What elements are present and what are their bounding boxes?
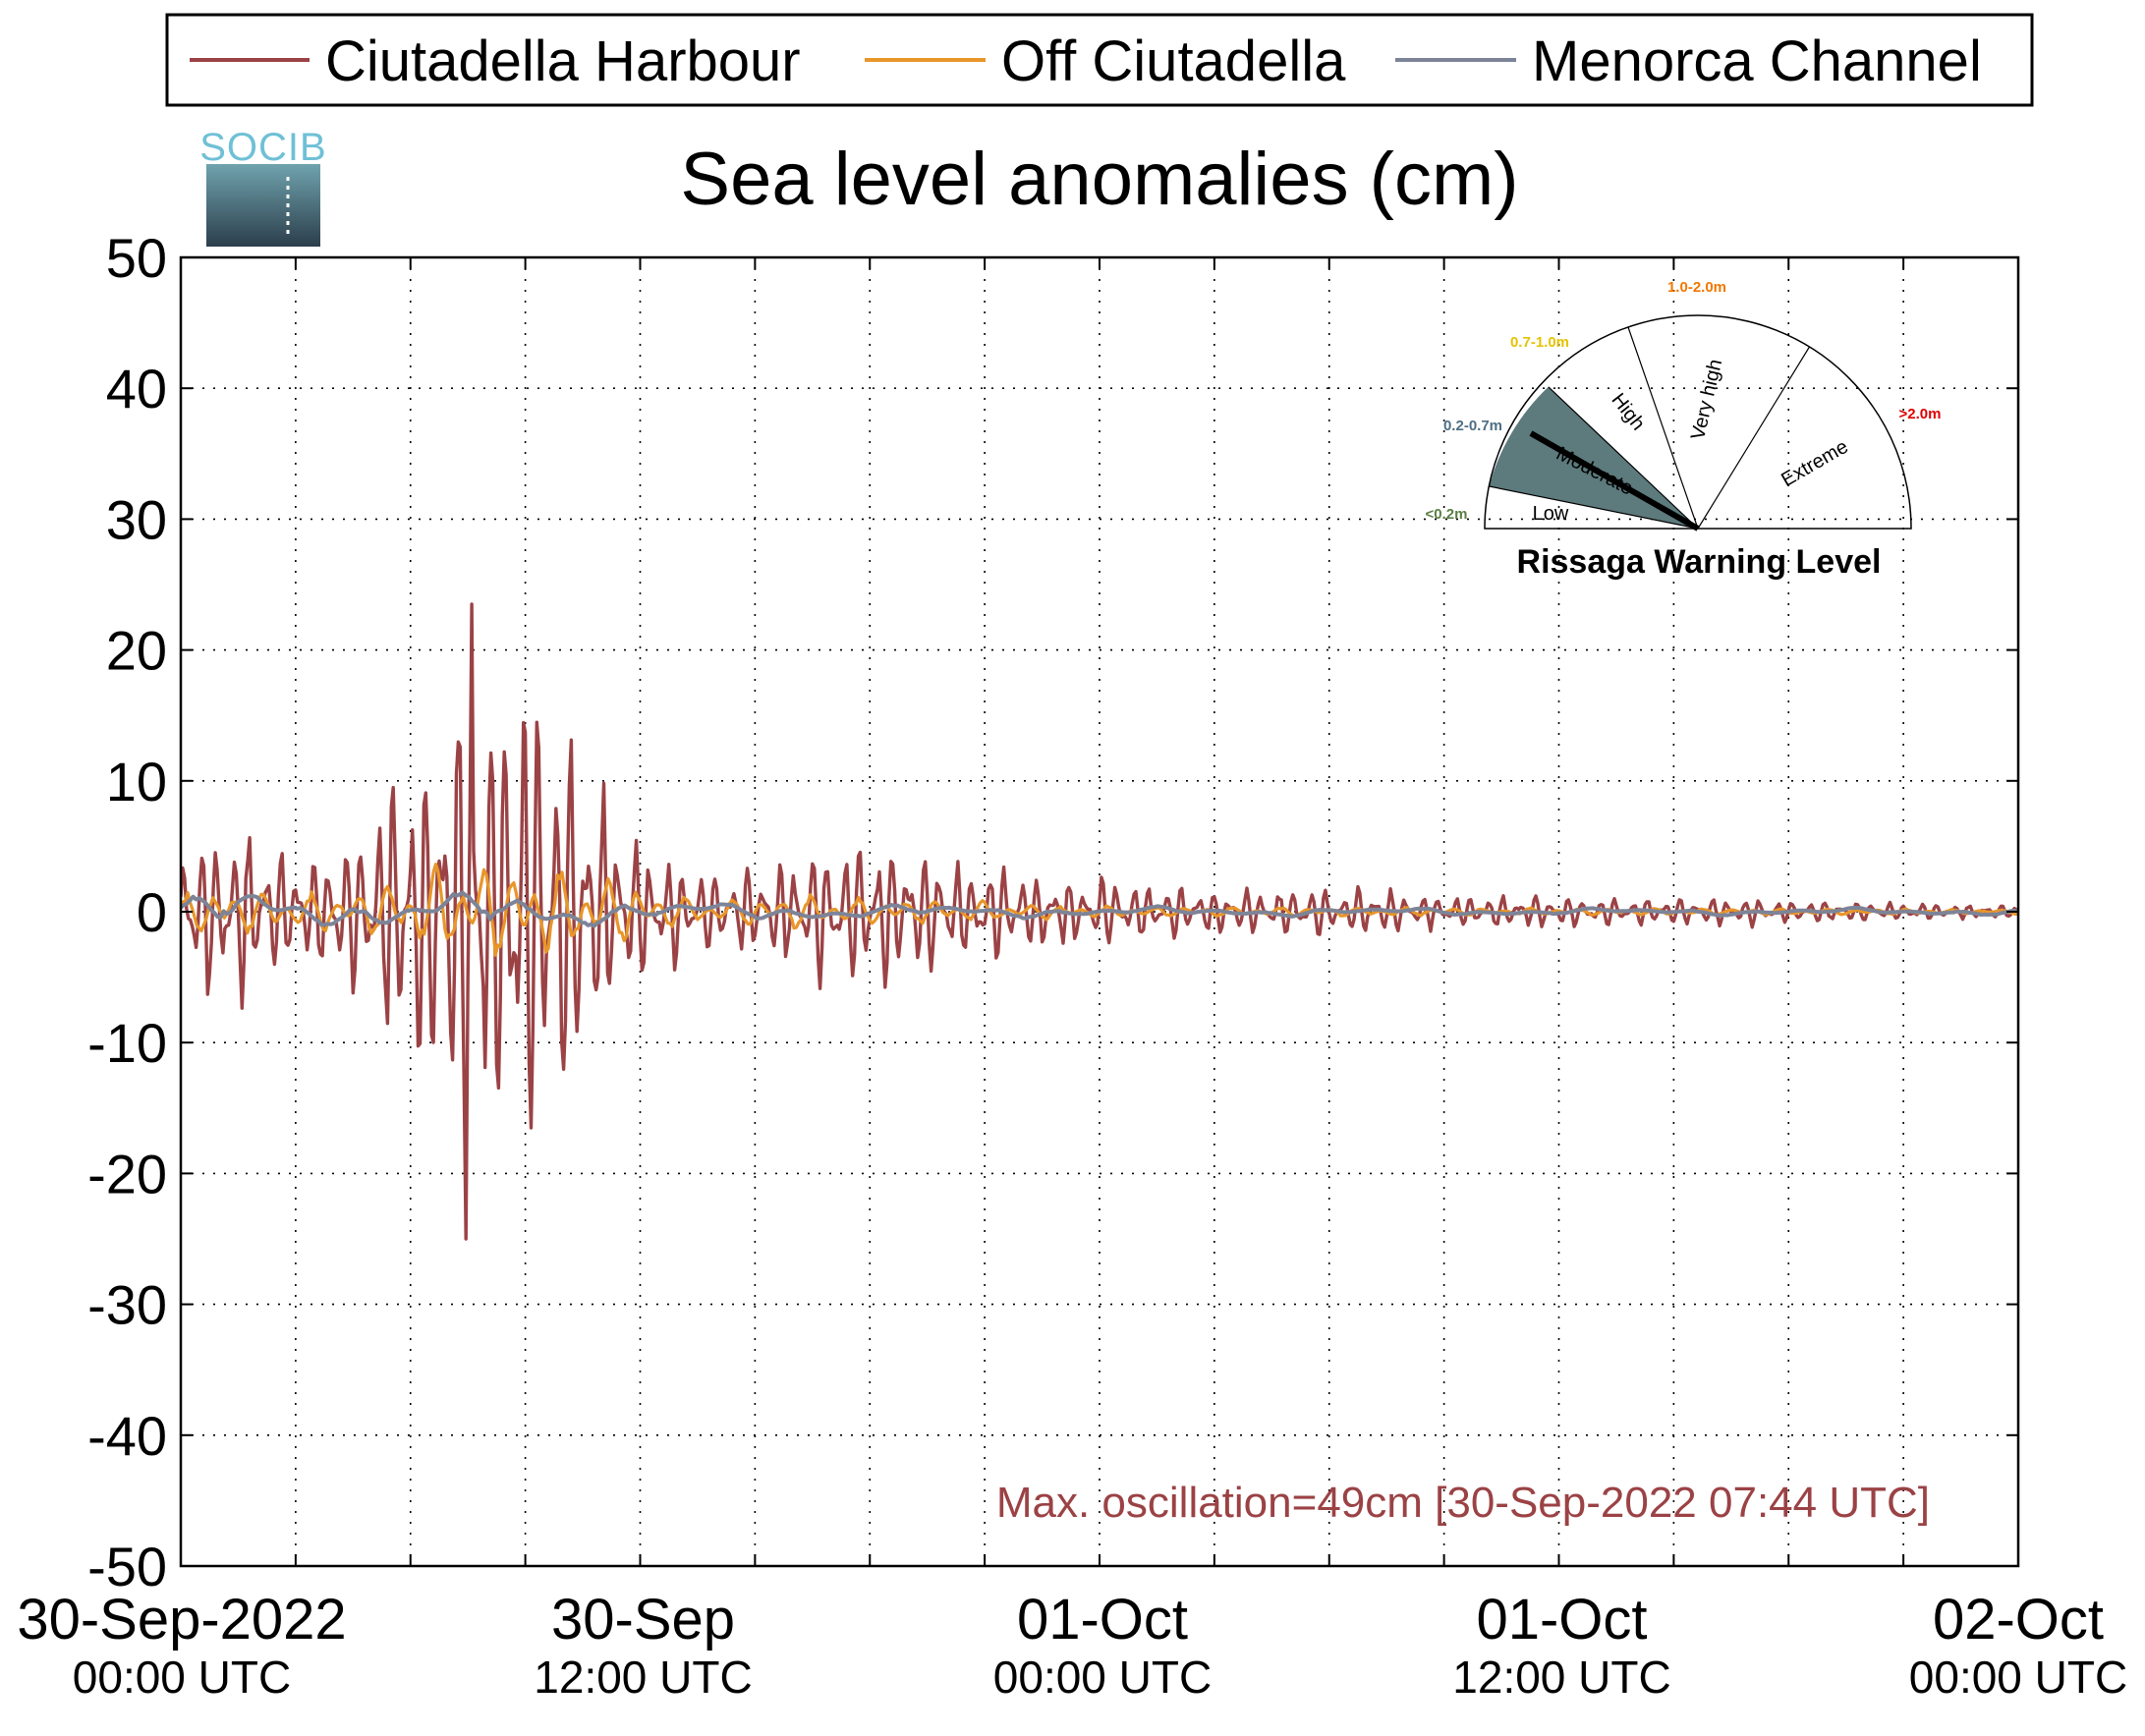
gauge-divider-4 [1697,346,1811,530]
gauge-title: Rissaga Warning Level [1517,543,1882,581]
x-tick-label-date: 01-Oct [1017,1588,1188,1652]
chart-title: Sea level anomalies (cm) [680,138,1518,221]
x-tick-label-date: 01-Oct [1476,1588,1647,1652]
x-tick-label-date: 30-Sep [551,1588,735,1652]
gauge-outline [1484,314,1912,530]
y-tick-label: -10 [87,1012,167,1074]
legend-label-harbour: Ciutadella Harbour [325,29,801,93]
y-tick-label: -50 [87,1536,167,1597]
gauge-divider-3 [1627,326,1699,530]
legend-box [165,13,2034,107]
logo-text: SOCIB [199,126,326,169]
gauge-label-low: Low [1533,503,1569,525]
y-axis-labels: 50 40 30 20 10 0 -10 -20 -30 -40 -50 [87,227,167,1597]
y-tick-label: 10 [106,751,167,812]
socib-logo: SOCIB [199,126,326,247]
gauge-range-moderate: 0.2-0.7m [1443,418,1502,434]
y-tick-label: 50 [106,227,167,289]
gauge-label-very-high: Very high [1687,358,1726,442]
gauge-needle [1529,430,1700,532]
logo-block [206,164,320,247]
series-line-ciutadella-harbour [181,602,2018,1241]
x-tick-label-time: 12:00 UTC [1452,1652,1670,1703]
y-tick-label: 20 [106,620,167,682]
grid [181,257,2018,1566]
gauge-range-high: 0.7-1.0m [1510,334,1569,351]
gauge-range-very-high: 1.0-2.0m [1667,279,1726,296]
x-tick-label-time: 00:00 UTC [1909,1652,2127,1703]
x-tick-label-time: 00:00 UTC [993,1652,1212,1703]
gauge-range-low: <0.2m [1426,506,1468,523]
x-tick-label-date: 02-Oct [1933,1588,2104,1652]
series-layer [181,602,2018,1241]
max-oscillation-annotation: Max. oscillation=49cm [30-Sep-2022 07:44… [996,1479,1930,1527]
gauge-active-sector [1489,386,1698,529]
y-tick-label: -30 [87,1274,167,1336]
x-tick-label-date: 30-Sep-2022 [17,1588,346,1652]
gauge-divider-1 [1489,485,1699,530]
axis-ticks [180,256,2019,1567]
x-tick-label-time: 00:00 UTC [73,1652,291,1703]
y-tick-label: 40 [106,358,167,420]
y-tick-label: -20 [87,1143,167,1204]
legend-label-off: Off Ciutadella [1001,29,1346,93]
x-tick-label-time: 12:00 UTC [534,1652,752,1703]
y-tick-label: 30 [106,488,167,550]
y-tick-label: 0 [137,881,167,943]
gauge-label-high: High [1607,389,1649,434]
y-tick-label: -40 [87,1405,167,1467]
series-line-menorca-channel [181,890,2018,928]
gauge-range-extreme: >2.0m [1899,406,1942,422]
rissaga-gauge: Low Moderate High Very high Extreme <0.2… [1426,279,1942,581]
legend-label-channel: Menorca Channel [1532,29,1982,93]
legend: Ciutadella Harbour Off Ciutadella Menorc… [165,13,2034,107]
gauge-divider-2 [1548,386,1699,530]
